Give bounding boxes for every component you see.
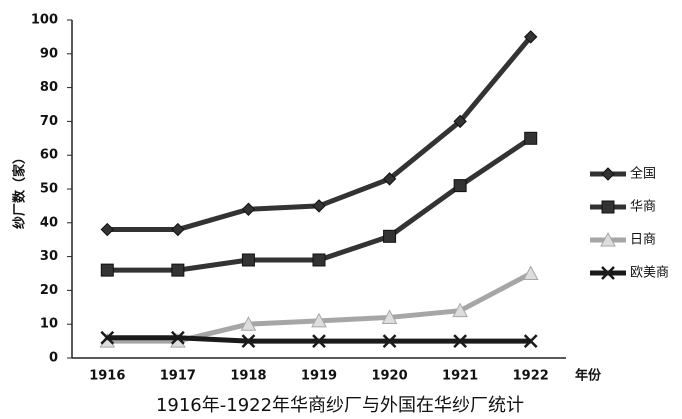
data-point	[240, 316, 257, 331]
legend-label: 全国	[630, 166, 656, 182]
y-tick-label: 50	[40, 182, 58, 197]
y-tick-label: 70	[40, 114, 58, 129]
y-tick-label: 20	[40, 283, 58, 298]
legend-marker	[601, 200, 615, 214]
y-tick-label: 0	[49, 351, 58, 366]
data-point	[241, 334, 256, 348]
data-point	[453, 179, 467, 193]
data-point	[381, 309, 398, 324]
data-point	[453, 334, 468, 348]
data-point	[382, 334, 397, 348]
data-point	[524, 30, 538, 44]
legend-label: 华商	[630, 200, 656, 215]
data-point	[170, 330, 185, 345]
x-tick-label: 1916	[89, 369, 125, 384]
data-point	[241, 202, 256, 216]
data-point	[100, 222, 114, 237]
data-point	[311, 312, 327, 328]
chart-title: 1916年-1922年华商纱厂与外国在华纱厂统计	[156, 395, 524, 416]
legend-marker	[600, 231, 616, 247]
x-tick-label: 1920	[371, 369, 407, 384]
data-point	[100, 263, 114, 277]
y-tick-label: 10	[40, 317, 58, 332]
legend-marker	[601, 266, 615, 280]
y-tick-label: 60	[40, 148, 58, 163]
data-point	[312, 334, 326, 348]
data-point	[241, 253, 255, 267]
x-tick-label: 1922	[513, 369, 549, 384]
x-tick-label: 1917	[160, 369, 196, 384]
data-point	[171, 222, 185, 237]
data-point	[383, 229, 397, 243]
y-tick-label: 40	[40, 215, 58, 230]
x-tick-label: 1918	[230, 369, 266, 384]
x-axis-label: 年份	[575, 368, 602, 384]
y-axis-label: 纱厂数（家）	[12, 151, 28, 229]
data-point	[382, 172, 397, 186]
y-tick-label: 80	[40, 80, 58, 95]
y-tick-label: 30	[40, 249, 58, 264]
data-point	[453, 114, 467, 129]
legend-label: 欧美商	[630, 266, 669, 281]
y-tick-label: 90	[40, 46, 58, 61]
y-tick-label: 100	[31, 13, 58, 28]
data-point	[524, 131, 538, 145]
data-point	[312, 199, 326, 213]
x-tick-label: 1919	[301, 369, 337, 384]
data-point	[452, 302, 468, 318]
x-tick-label: 1921	[442, 369, 478, 384]
legend-marker	[601, 167, 615, 181]
legend-label: 日商	[630, 233, 656, 248]
data-point	[171, 263, 185, 277]
data-point	[100, 330, 115, 345]
data-point	[312, 253, 326, 267]
series-line	[107, 271, 532, 344]
data-point	[523, 334, 538, 348]
data-point	[522, 265, 539, 280]
